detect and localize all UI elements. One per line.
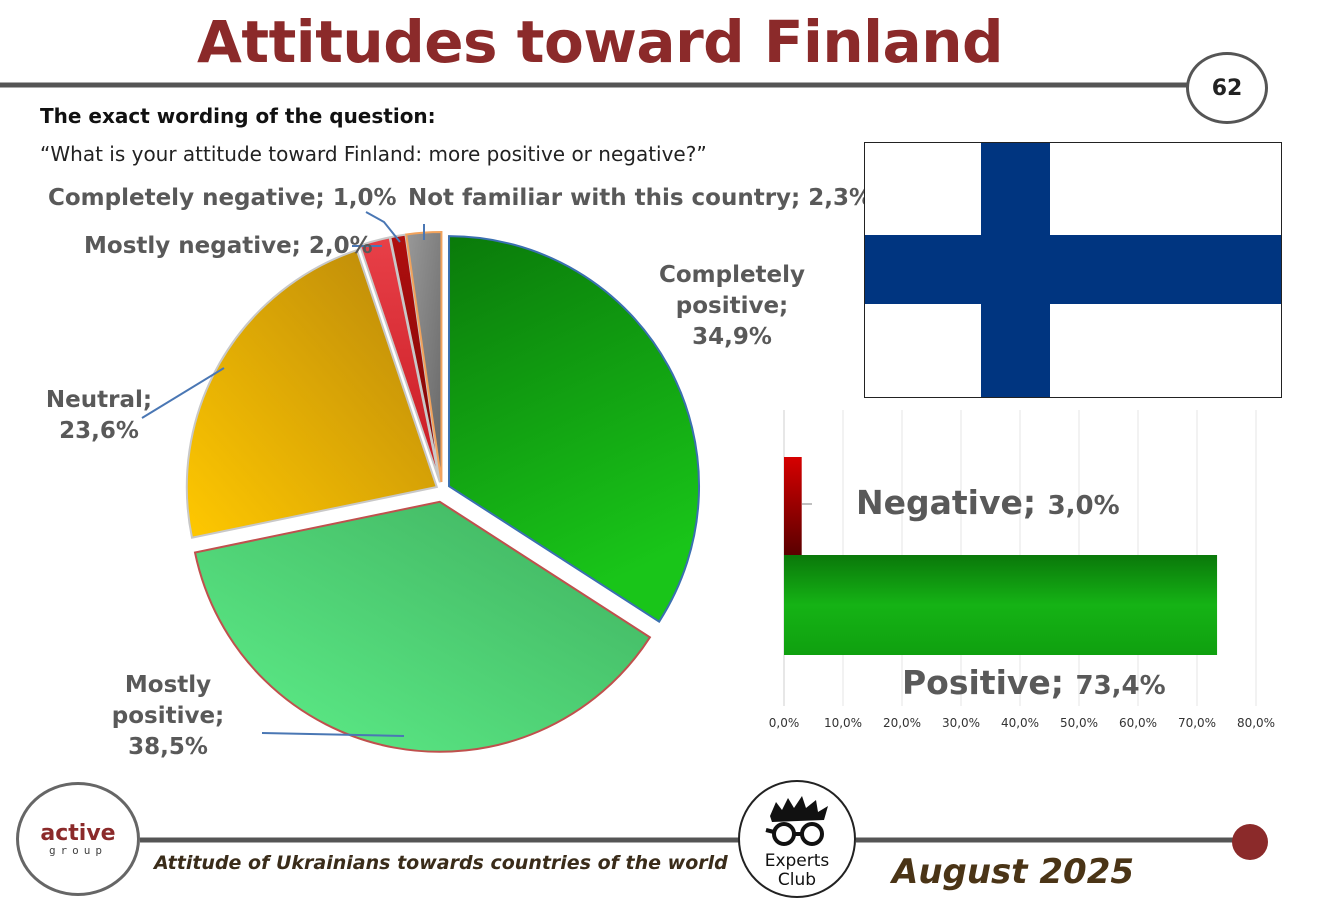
bar-label-negative: Negative; 3,0%: [856, 483, 1120, 522]
footer-date: August 2025: [892, 852, 1135, 892]
label-completely-positive-line2: positive; 34,9%: [675, 293, 789, 350]
experts-club-logo: Experts Club: [738, 780, 856, 898]
active-group-logo: active group: [16, 782, 140, 896]
label-not-familiar: Not familiar with this country; 2,3%: [408, 185, 873, 211]
bar-label-negative-value: 3,0%: [1048, 491, 1120, 521]
glasses-face-icon: [765, 796, 828, 846]
logo-experts-word: Experts: [764, 851, 830, 871]
question-text: “What is your attitude toward Finland: m…: [40, 142, 707, 166]
footer-dot: [1232, 824, 1268, 860]
x-tick-label: 10,0%: [824, 716, 862, 730]
label-neutral-line2: 23,6%: [59, 418, 139, 444]
bar-positive: [784, 555, 1218, 655]
label-neutral: Neutral; 23,6%: [44, 385, 154, 447]
label-mostly-negative: Mostly negative; 2,0%: [84, 233, 373, 259]
logo-group-word: group: [48, 844, 108, 857]
label-mostly-positive-line1: Mostly: [124, 672, 212, 698]
label-completely-positive: Completely positive; 34,9%: [638, 260, 826, 353]
question-label: The exact wording of the question:: [40, 104, 436, 128]
label-mostly-positive-line2: positive;: [111, 703, 225, 729]
x-tick-label: 50,0%: [1060, 716, 1098, 730]
bar-negative: [784, 457, 802, 555]
experts-club-words: Experts Club: [740, 852, 854, 890]
bar-label-positive: Positive; 73,4%: [902, 663, 1166, 702]
x-tick-label: 40,0%: [1001, 716, 1039, 730]
logo-club-word: Club: [777, 870, 817, 890]
leader-mostly-positive: [261, 732, 405, 737]
bar-label-positive-name: Positive;: [902, 663, 1064, 702]
x-tick-label: 60,0%: [1119, 716, 1157, 730]
label-completely-positive-line1: Completely: [658, 262, 806, 288]
page-number: 62: [1186, 52, 1268, 124]
x-tick-label: 0,0%: [769, 716, 800, 730]
finland-flag-graphic: [865, 143, 1281, 397]
bar-label-positive-value: 73,4%: [1076, 671, 1166, 701]
slice-mostly-positive: [193, 500, 652, 753]
page-title: Attitudes toward Finland: [196, 8, 1004, 76]
footer-caption: Attitude of Ukrainians towards countries…: [154, 852, 728, 874]
slice-neutral: [185, 248, 439, 539]
x-tick-label: 20,0%: [883, 716, 921, 730]
label-completely-negative: Completely negative; 1,0%: [48, 185, 397, 211]
label-neutral-line1: Neutral;: [45, 387, 153, 413]
bar-label-negative-name: Negative;: [856, 483, 1036, 522]
x-tick-label: 70,0%: [1178, 716, 1216, 730]
leader-completely-negative: [365, 211, 401, 243]
leader-neutral: [141, 367, 225, 419]
label-mostly-positive: Mostly positive; 38,5%: [108, 670, 228, 763]
label-mostly-positive-line3: 38,5%: [128, 734, 208, 760]
x-tick-label: 30,0%: [942, 716, 980, 730]
logo-active-word: active: [40, 821, 116, 846]
slice-completely-positive: [448, 235, 701, 624]
finland-flag-image: [864, 142, 1282, 398]
x-tick-label: 80,0%: [1237, 716, 1275, 730]
